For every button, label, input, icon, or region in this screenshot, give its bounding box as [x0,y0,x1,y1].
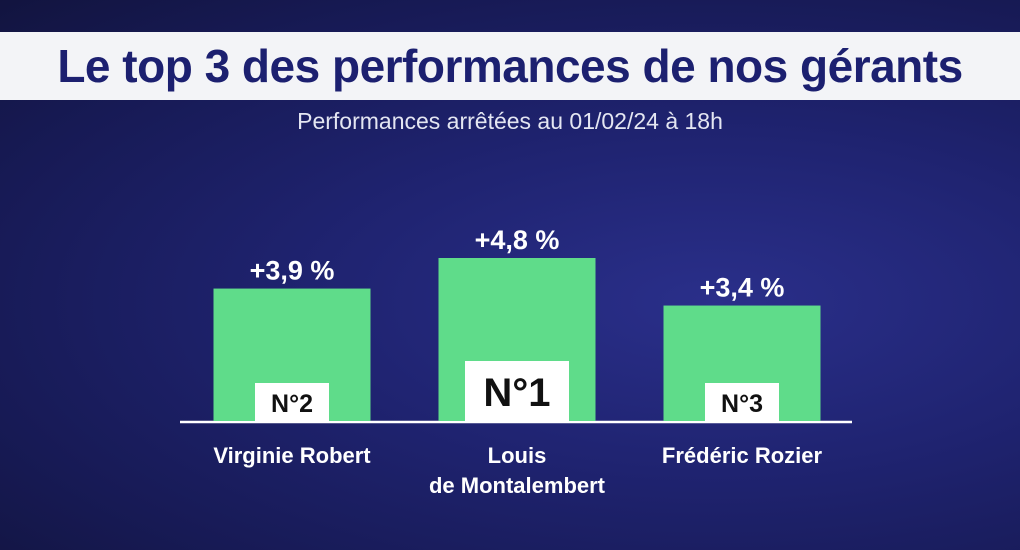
category-label-2-line-1: Louis [488,443,547,468]
category-label-3: Frédéric Rozier [662,443,823,468]
rank-label-2: N°1 [483,371,550,415]
value-label-3: +3,4 % [700,273,785,303]
rank-badge-2 [465,361,569,421]
page-subtitle: Performances arrêtées au 01/02/24 à 18h [297,108,723,134]
rank-label-3: N°3 [721,390,763,418]
title-band [0,32,1020,100]
page-title: Le top 3 des performances de nos gérants [57,40,963,92]
rank-badge-1 [255,383,329,421]
value-label-2: +4,8 % [475,225,560,255]
value-label-1: +3,9 % [250,256,335,286]
category-label-2-line-2: de Montalembert [429,473,606,498]
rank-badge-3 [705,383,779,421]
rank-label-1: N°2 [271,390,313,418]
category-label-1: Virginie Robert [213,443,371,468]
